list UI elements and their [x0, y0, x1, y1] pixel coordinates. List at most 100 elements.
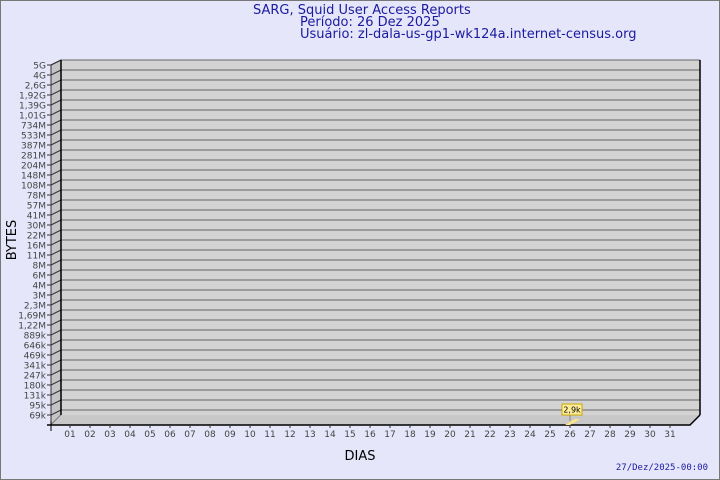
y-tick-label: 78M [27, 192, 46, 202]
y-tick-label: 57M [27, 202, 46, 212]
y-tick-diag [50, 59, 62, 66]
x-tick-label: 24 [524, 430, 536, 440]
y-tick-label: 41M [27, 212, 46, 222]
x-axis-title: DIAS [345, 449, 376, 464]
y-tick-label: 2,3M [24, 302, 46, 312]
y-tick-diag [50, 89, 62, 96]
x-tick-label: 11 [264, 430, 275, 440]
y-tick-label: 1,01G [19, 112, 46, 122]
y-tick-label: 4G [33, 72, 46, 82]
x-tick-label: 19 [424, 430, 436, 440]
data-label: 2,9k [563, 406, 581, 415]
y-tick-diag [50, 219, 62, 226]
y-tick-diag [50, 349, 62, 356]
y-tick-label: 16M [27, 242, 46, 252]
y-tick-label: 469k [24, 352, 47, 362]
y-tick-diag [50, 389, 62, 396]
y-tick-diag [50, 99, 62, 106]
x-tick-label: 23 [504, 430, 515, 440]
x-tick-label: 26 [564, 430, 576, 440]
x-tick-label: 17 [384, 430, 395, 440]
y-tick-label: 1,39G [19, 102, 46, 112]
y-tick-diag [50, 379, 62, 386]
y-tick-label: 5G [33, 62, 46, 72]
y-tick-label: 247k [24, 372, 47, 382]
x-tick-label: 10 [244, 430, 256, 440]
y-tick-label: 281M [21, 152, 46, 162]
y-tick-diag [50, 359, 62, 366]
y-tick-label: 11M [27, 252, 46, 262]
y-tick-diag [50, 69, 62, 76]
y-tick-label: 4M [33, 282, 47, 292]
y-tick-diag [50, 289, 62, 296]
y-tick-label: 2,6G [25, 82, 46, 92]
generated-timestamp: 27/Dez/2025-00:00 [616, 463, 708, 473]
data-bar [565, 419, 580, 425]
y-tick-diag [50, 279, 62, 286]
y-tick-diag [50, 199, 62, 206]
x-tick-label: 29 [624, 430, 636, 440]
x-tick-label: 16 [364, 430, 376, 440]
y-tick-label: 387M [21, 142, 46, 152]
y-tick-label: 1,69M [18, 312, 46, 322]
y-axis-title: BYTES [5, 220, 20, 261]
y-tick-diag [50, 149, 62, 156]
y-tick-diag [50, 329, 62, 336]
x-axis [47, 414, 701, 426]
y-tick-label: 108M [21, 182, 46, 192]
chart-title: SARG, Squid User Access Reports [253, 3, 471, 18]
chart-period: Período: 26 Dez 2025 [300, 15, 440, 30]
x-tick-label: 07 [184, 430, 195, 440]
y-tick-diag [50, 249, 62, 256]
y-tick-diag [50, 409, 62, 416]
y-tick-diag [50, 129, 62, 136]
data-label-box [561, 403, 583, 416]
y-tick-diag [50, 309, 62, 316]
x-tick-label: 31 [664, 430, 675, 440]
y-tick-label: 1,22M [18, 322, 46, 332]
y-tick-diag [50, 229, 62, 236]
y-tick-diag [50, 369, 62, 376]
y-tick-label: 131k [24, 392, 47, 402]
y-tick-label: 1,92G [19, 92, 46, 102]
y-tick-diag [50, 239, 62, 246]
x-tick-label: 08 [204, 430, 216, 440]
y-tick-label: 148M [21, 172, 46, 182]
y-tick-diag [50, 79, 62, 86]
x-tick-label: 12 [284, 430, 295, 440]
y-tick-diag [50, 179, 62, 186]
x-tick-label: 01 [64, 430, 75, 440]
y-tick-label: 533M [21, 132, 46, 142]
x-tick-label: 13 [304, 430, 315, 440]
y-tick-diag [50, 119, 62, 126]
y-tick-diag [50, 319, 62, 326]
y-tick-diag [50, 209, 62, 216]
y-tick-label: 69k [29, 412, 46, 422]
y-tick-label: 646k [24, 342, 47, 352]
y-tick-label: 889k [24, 332, 47, 342]
y-tick-diag [50, 259, 62, 266]
y-tick-label: 6M [33, 272, 47, 282]
x-tick-label: 27 [584, 430, 595, 440]
x-tick-label: 14 [324, 430, 336, 440]
x-tick-label: 04 [124, 430, 136, 440]
y-tick-label: 180k [24, 382, 47, 392]
y-tick-diag [50, 399, 62, 406]
y-tick-label: 3M [33, 292, 47, 302]
x-tick-label: 15 [344, 430, 355, 440]
x-tick-label: 28 [604, 430, 616, 440]
y-tick-label: 30M [27, 222, 46, 232]
x-tick-label: 20 [444, 430, 456, 440]
y-tick-label: 8M [33, 262, 47, 272]
x-tick-label: 02 [84, 430, 95, 440]
x-tick-label: 09 [224, 430, 236, 440]
y-tick-diag [50, 109, 62, 116]
y-tick-diag [50, 169, 62, 176]
y-tick-label: 95k [29, 402, 46, 412]
chart-user: Usuário: zl-dala-us-gp1-wk124a.internet-… [300, 27, 637, 42]
y-tick-label: 204M [21, 162, 46, 172]
x-tick-label: 05 [144, 430, 155, 440]
y-tick-label: 341k [24, 362, 47, 372]
x-tick-label: 06 [164, 430, 176, 440]
